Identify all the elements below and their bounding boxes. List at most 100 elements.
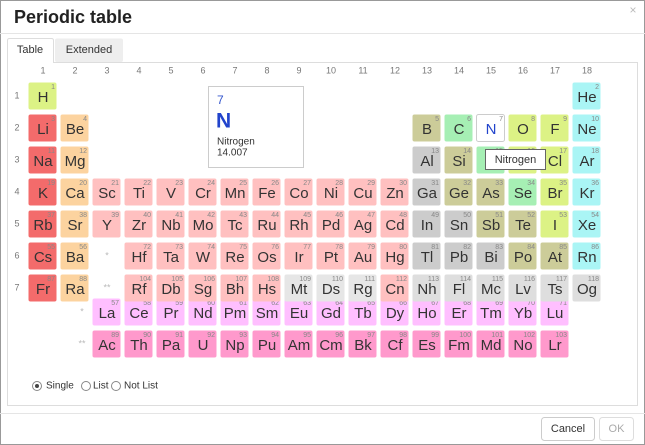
radio[interactable] [81, 381, 91, 391]
radio-label[interactable]: List [93, 381, 109, 392]
tab[interactable]: Extended [66, 44, 112, 56]
element-cell[interactable]: 1H [28, 82, 57, 110]
radio[interactable] [111, 381, 121, 391]
element-cell[interactable]: 4Be [60, 114, 89, 142]
element-cell[interactable]: 74W [188, 242, 217, 270]
tab[interactable]: Table [17, 44, 43, 56]
element-cell[interactable]: 92U [188, 330, 217, 358]
element-cell[interactable]: 39Y [92, 210, 121, 238]
radio-label[interactable]: Single [46, 381, 74, 392]
element-cell[interactable]: 19K [28, 178, 57, 206]
cancel-button[interactable] [541, 417, 595, 441]
close-button[interactable]: × [629, 3, 636, 17]
button-label[interactable]: OK [609, 423, 626, 435]
element-cell[interactable]: 9F [540, 114, 569, 142]
element-cell[interactable]: 53I [540, 210, 569, 238]
element-cell[interactable]: 7N [476, 114, 505, 142]
element-cell[interactable]: 8O [508, 114, 537, 142]
radio-label[interactable]: Not List [124, 381, 158, 392]
